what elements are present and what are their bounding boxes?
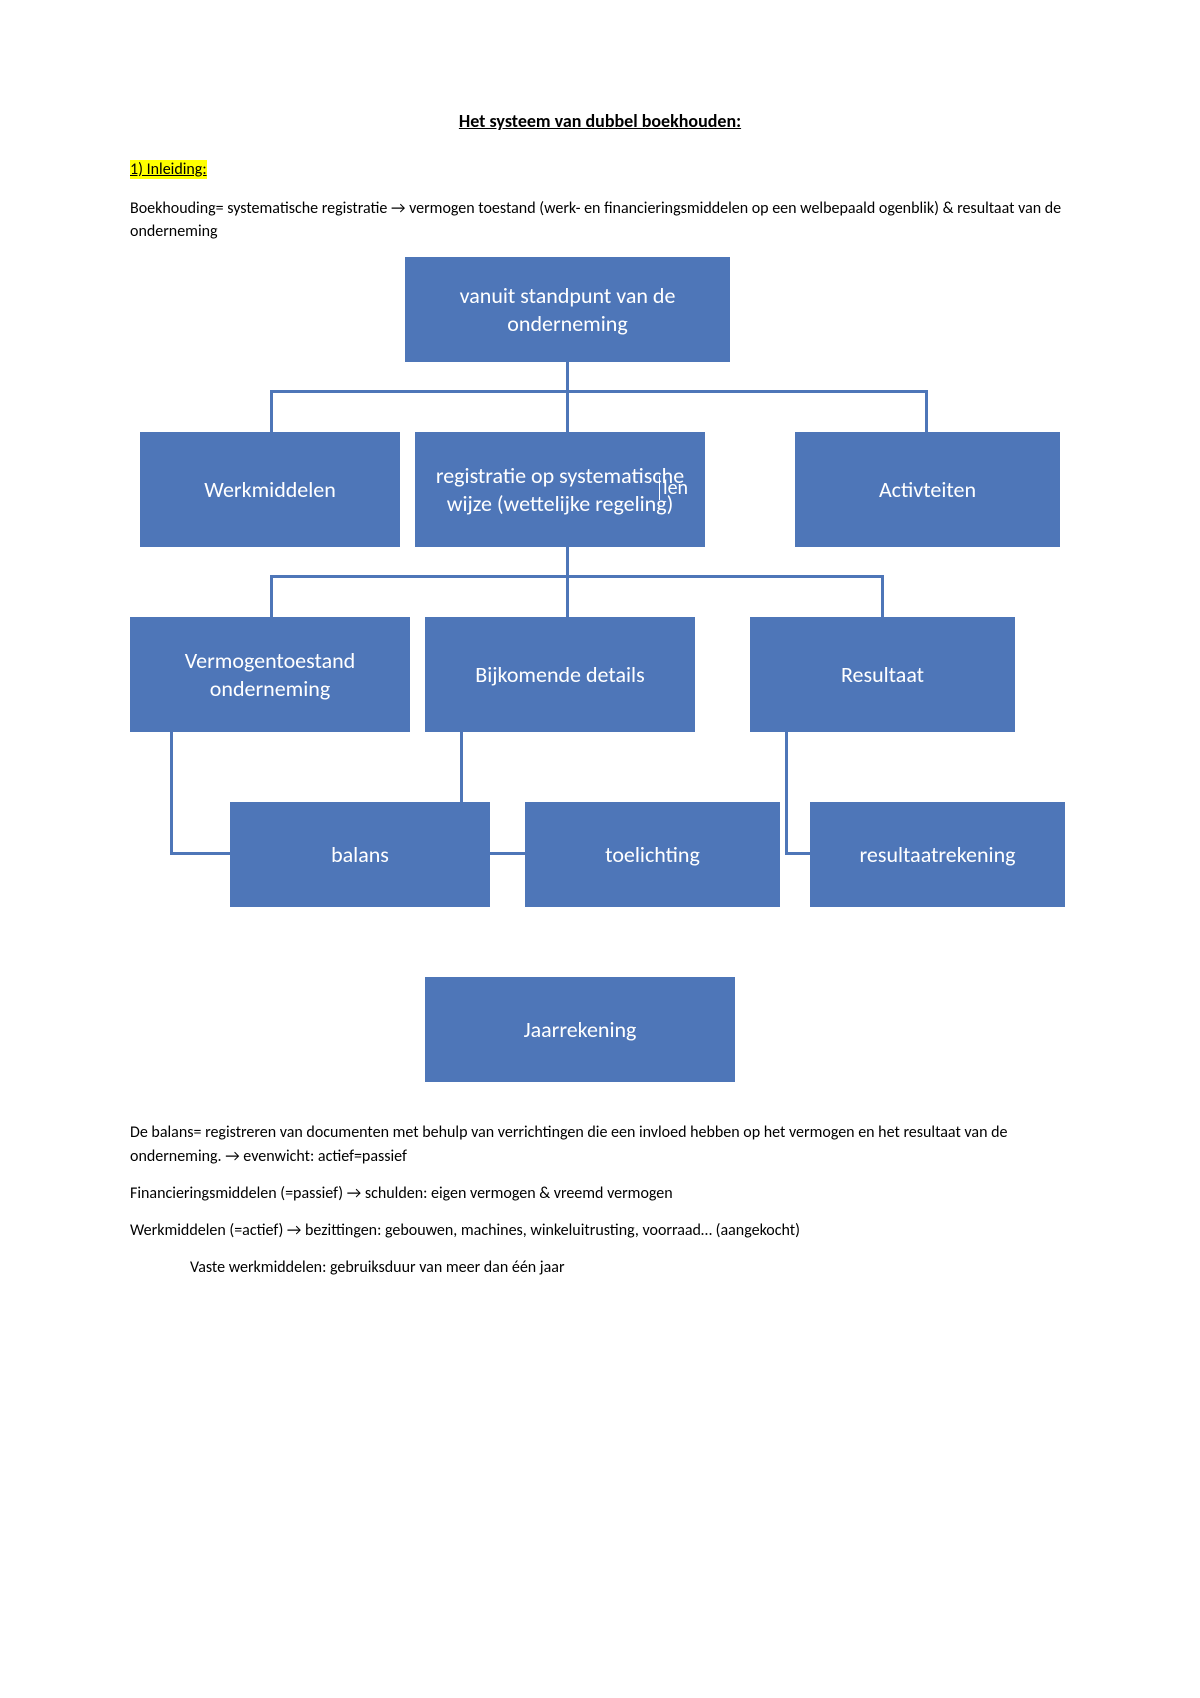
chart-node-l3b: Bijkomende details (425, 617, 695, 732)
connector (881, 575, 884, 617)
connector (270, 575, 884, 578)
connector (566, 547, 569, 577)
connector (566, 362, 569, 392)
para-financiering: Financieringsmiddelen (=passief) → schul… (130, 1182, 1070, 1205)
org-chart: vanuit standpunt van de ondernemingWerkm… (130, 257, 1070, 1097)
intro-paragraph: Boekhouding= systematische registratie →… (130, 197, 1070, 243)
page-title: Het systeem van dubbel boekhouden: (130, 110, 1070, 132)
connector (785, 732, 788, 855)
connector (566, 390, 569, 432)
connector (270, 390, 928, 393)
para-werkmiddelen: Werkmiddelen (=actief) → bezittingen: ge… (130, 1219, 1070, 1242)
connector (566, 575, 569, 617)
section-heading: 1) Inleiding: (130, 160, 1070, 197)
chart-node-l4b: toelichting (525, 802, 780, 907)
connector (270, 575, 273, 617)
para-vaste: Vaste werkmiddelen: gebruiksduur van mee… (130, 1256, 1070, 1279)
chart-node-l4a: balans (230, 802, 490, 907)
section-1-label: 1) Inleiding: (130, 160, 207, 179)
overlay-text: len (659, 476, 688, 500)
connector (785, 852, 810, 855)
para-balans: De balans= registreren van documenten me… (130, 1121, 1070, 1167)
connector (925, 390, 928, 432)
chart-node-l4c: resultaatrekening (810, 802, 1065, 907)
chart-node-root: vanuit standpunt van de onderneming (405, 257, 730, 362)
chart-node-l3a: Vermogentoestand onderneming (130, 617, 410, 732)
chart-node-l5: Jaarrekening (425, 977, 735, 1082)
connector (170, 732, 173, 855)
chart-node-l2c: Activteiten (795, 432, 1060, 547)
connector (270, 390, 273, 432)
chart-node-l2a: Werkmiddelen (140, 432, 400, 547)
connector (170, 852, 230, 855)
chart-node-l3c: Resultaat (750, 617, 1015, 732)
